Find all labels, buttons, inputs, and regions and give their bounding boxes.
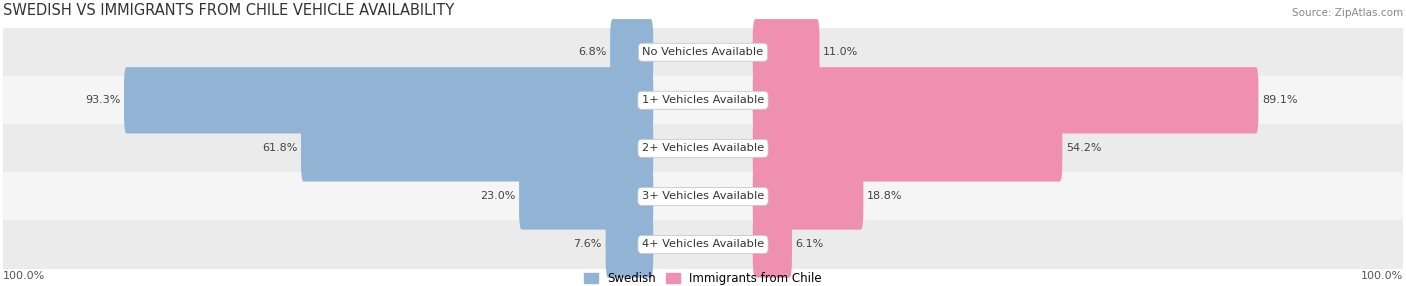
- Text: SWEDISH VS IMMIGRANTS FROM CHILE VEHICLE AVAILABILITY: SWEDISH VS IMMIGRANTS FROM CHILE VEHICLE…: [3, 3, 454, 18]
- FancyBboxPatch shape: [3, 76, 1403, 124]
- FancyBboxPatch shape: [3, 221, 1403, 269]
- Text: 23.0%: 23.0%: [479, 191, 516, 201]
- FancyBboxPatch shape: [752, 19, 820, 86]
- Text: 3+ Vehicles Available: 3+ Vehicles Available: [643, 191, 763, 201]
- Text: 100.0%: 100.0%: [3, 271, 45, 281]
- Text: 93.3%: 93.3%: [84, 95, 121, 105]
- FancyBboxPatch shape: [752, 163, 863, 230]
- Text: No Vehicles Available: No Vehicles Available: [643, 47, 763, 57]
- FancyBboxPatch shape: [3, 172, 1403, 221]
- Text: 4+ Vehicles Available: 4+ Vehicles Available: [643, 239, 763, 249]
- FancyBboxPatch shape: [606, 211, 654, 278]
- Text: 7.6%: 7.6%: [574, 239, 602, 249]
- Text: Source: ZipAtlas.com: Source: ZipAtlas.com: [1292, 8, 1403, 18]
- Text: 100.0%: 100.0%: [1361, 271, 1403, 281]
- Text: 11.0%: 11.0%: [823, 47, 859, 57]
- FancyBboxPatch shape: [610, 19, 654, 86]
- Text: 6.1%: 6.1%: [796, 239, 824, 249]
- Text: 61.8%: 61.8%: [262, 143, 297, 153]
- Text: 2+ Vehicles Available: 2+ Vehicles Available: [643, 143, 763, 153]
- FancyBboxPatch shape: [519, 163, 654, 230]
- FancyBboxPatch shape: [752, 67, 1258, 134]
- FancyBboxPatch shape: [301, 115, 654, 182]
- FancyBboxPatch shape: [752, 115, 1063, 182]
- Text: 18.8%: 18.8%: [868, 191, 903, 201]
- FancyBboxPatch shape: [3, 124, 1403, 172]
- Legend: Swedish, Immigrants from Chile: Swedish, Immigrants from Chile: [583, 272, 823, 285]
- Text: 1+ Vehicles Available: 1+ Vehicles Available: [643, 95, 763, 105]
- FancyBboxPatch shape: [3, 28, 1403, 76]
- FancyBboxPatch shape: [752, 211, 792, 278]
- Text: 6.8%: 6.8%: [578, 47, 606, 57]
- FancyBboxPatch shape: [124, 67, 654, 134]
- Text: 54.2%: 54.2%: [1066, 143, 1101, 153]
- Text: 89.1%: 89.1%: [1263, 95, 1298, 105]
